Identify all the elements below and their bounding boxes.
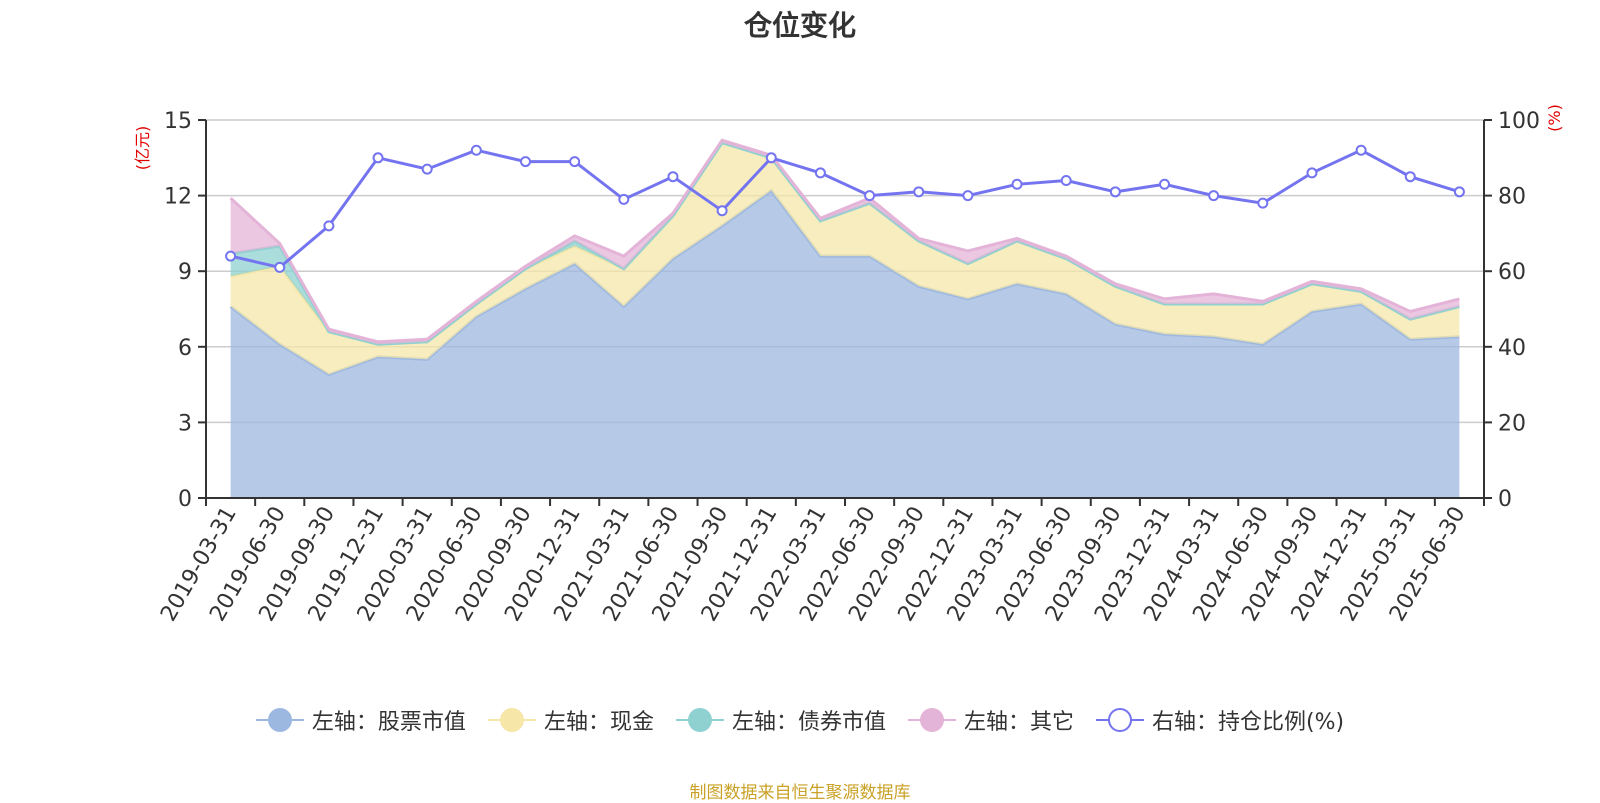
line-point <box>765 152 777 164</box>
legend-swatch <box>255 706 304 734</box>
legend-swatch <box>675 706 724 734</box>
right-tick-label: 80 <box>1498 185 1526 210</box>
right-tick-label: 0 <box>1498 487 1512 512</box>
line-point <box>274 261 286 273</box>
source-note: 制图数据来自恒生聚源数据库 <box>689 783 911 803</box>
right-axis-title: (%) <box>1545 104 1564 132</box>
line-point <box>569 156 581 168</box>
line-point <box>421 163 433 175</box>
area-左轴：现金 <box>230 142 1460 375</box>
left-axis-title: (亿元) <box>133 126 152 171</box>
legend-label: 右轴：持仓比例(%) <box>1151 710 1345 735</box>
left-tick-label: 9 <box>178 260 192 285</box>
line-point <box>864 190 876 202</box>
chart-title: 仓位变化 <box>743 9 856 42</box>
legend-label: 左轴：现金 <box>543 710 654 735</box>
right-tick-label: 40 <box>1498 336 1526 361</box>
line-point <box>323 220 335 232</box>
left-tick-label: 0 <box>178 487 192 512</box>
line-point <box>814 167 826 179</box>
line-point <box>716 205 728 217</box>
line-point <box>962 190 974 202</box>
right-tick-label: 60 <box>1498 260 1526 285</box>
line-point <box>1109 186 1121 198</box>
area-左轴：股票市值 <box>230 190 1460 498</box>
line-point <box>372 152 384 164</box>
legend-item[interactable]: 右轴：持仓比例(%) <box>1095 704 1345 736</box>
line-point <box>618 193 630 205</box>
left-tick-label: 15 <box>164 109 192 134</box>
line-point <box>1355 144 1367 156</box>
line-holding-ratio <box>230 148 1460 270</box>
left-tick-label: 3 <box>178 411 192 436</box>
left-tick-label: 12 <box>164 185 192 210</box>
line-point <box>1453 186 1465 198</box>
legend-swatch <box>1095 706 1144 734</box>
legend-label: 左轴：其它 <box>963 710 1074 735</box>
area-edge-左轴：其它 <box>229 138 1460 344</box>
right-tick-label: 20 <box>1498 411 1526 436</box>
legend-label: 左轴：债券市值 <box>731 710 886 735</box>
line-point <box>1060 174 1072 186</box>
line-point <box>1208 190 1220 202</box>
line-point <box>1159 178 1170 190</box>
line-point <box>520 156 531 168</box>
chart-legend: 左轴：股票市值 左轴：现金 左轴：债券市值 左轴：其它 右轴：持仓比例(%) <box>0 704 1600 736</box>
line-point <box>1404 171 1416 183</box>
legend-label: 左轴：股票市值 <box>311 710 466 735</box>
right-tick-label: 100 <box>1498 109 1540 134</box>
line-point <box>913 186 925 198</box>
legend-item[interactable]: 左轴：债券市值 <box>675 704 886 736</box>
legend-swatch <box>907 706 956 734</box>
legend-item[interactable]: 左轴：其它 <box>907 704 1074 736</box>
legend-swatch <box>487 706 536 734</box>
line-point <box>667 171 679 183</box>
left-tick-label: 6 <box>178 336 192 361</box>
line-point <box>1011 178 1023 190</box>
line-point <box>1306 167 1318 179</box>
line-point <box>470 144 482 156</box>
legend-item[interactable]: 左轴：股票市值 <box>255 704 466 736</box>
line-point <box>225 250 237 262</box>
legend-item[interactable]: 左轴：现金 <box>487 704 654 736</box>
line-point <box>1257 197 1269 209</box>
